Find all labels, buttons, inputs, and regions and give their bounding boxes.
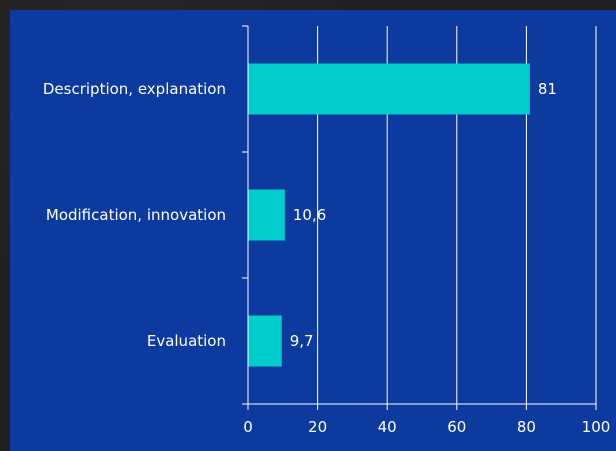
axes: [242, 25, 597, 410]
category-label: Evaluation: [147, 332, 226, 350]
bars: [248, 63, 530, 367]
bar-chart: 81 Description, explanation 10,6 Modificati…: [43, 25, 610, 436]
x-tick-label: 40: [378, 418, 397, 436]
bar: [248, 189, 285, 241]
x-tick-label: 100: [582, 418, 611, 436]
chart-panel: 81 Description, explanation 10,6 Modificati…: [10, 10, 616, 451]
x-tick-label: 60: [447, 418, 466, 436]
value-label: 81: [538, 80, 557, 98]
category-label: Modification, innovation: [46, 206, 226, 224]
category-label: Description, explanation: [43, 80, 226, 98]
value-label: 10,6: [293, 206, 326, 224]
bar: [248, 315, 282, 367]
labels: 81 Description, explanation 10,6 Modificati…: [43, 80, 610, 436]
x-tick-label: 0: [243, 418, 253, 436]
x-tick-label: 20: [308, 418, 327, 436]
x-tick-label: 80: [517, 418, 536, 436]
bar: [248, 63, 530, 115]
value-label: 9,7: [290, 332, 314, 350]
